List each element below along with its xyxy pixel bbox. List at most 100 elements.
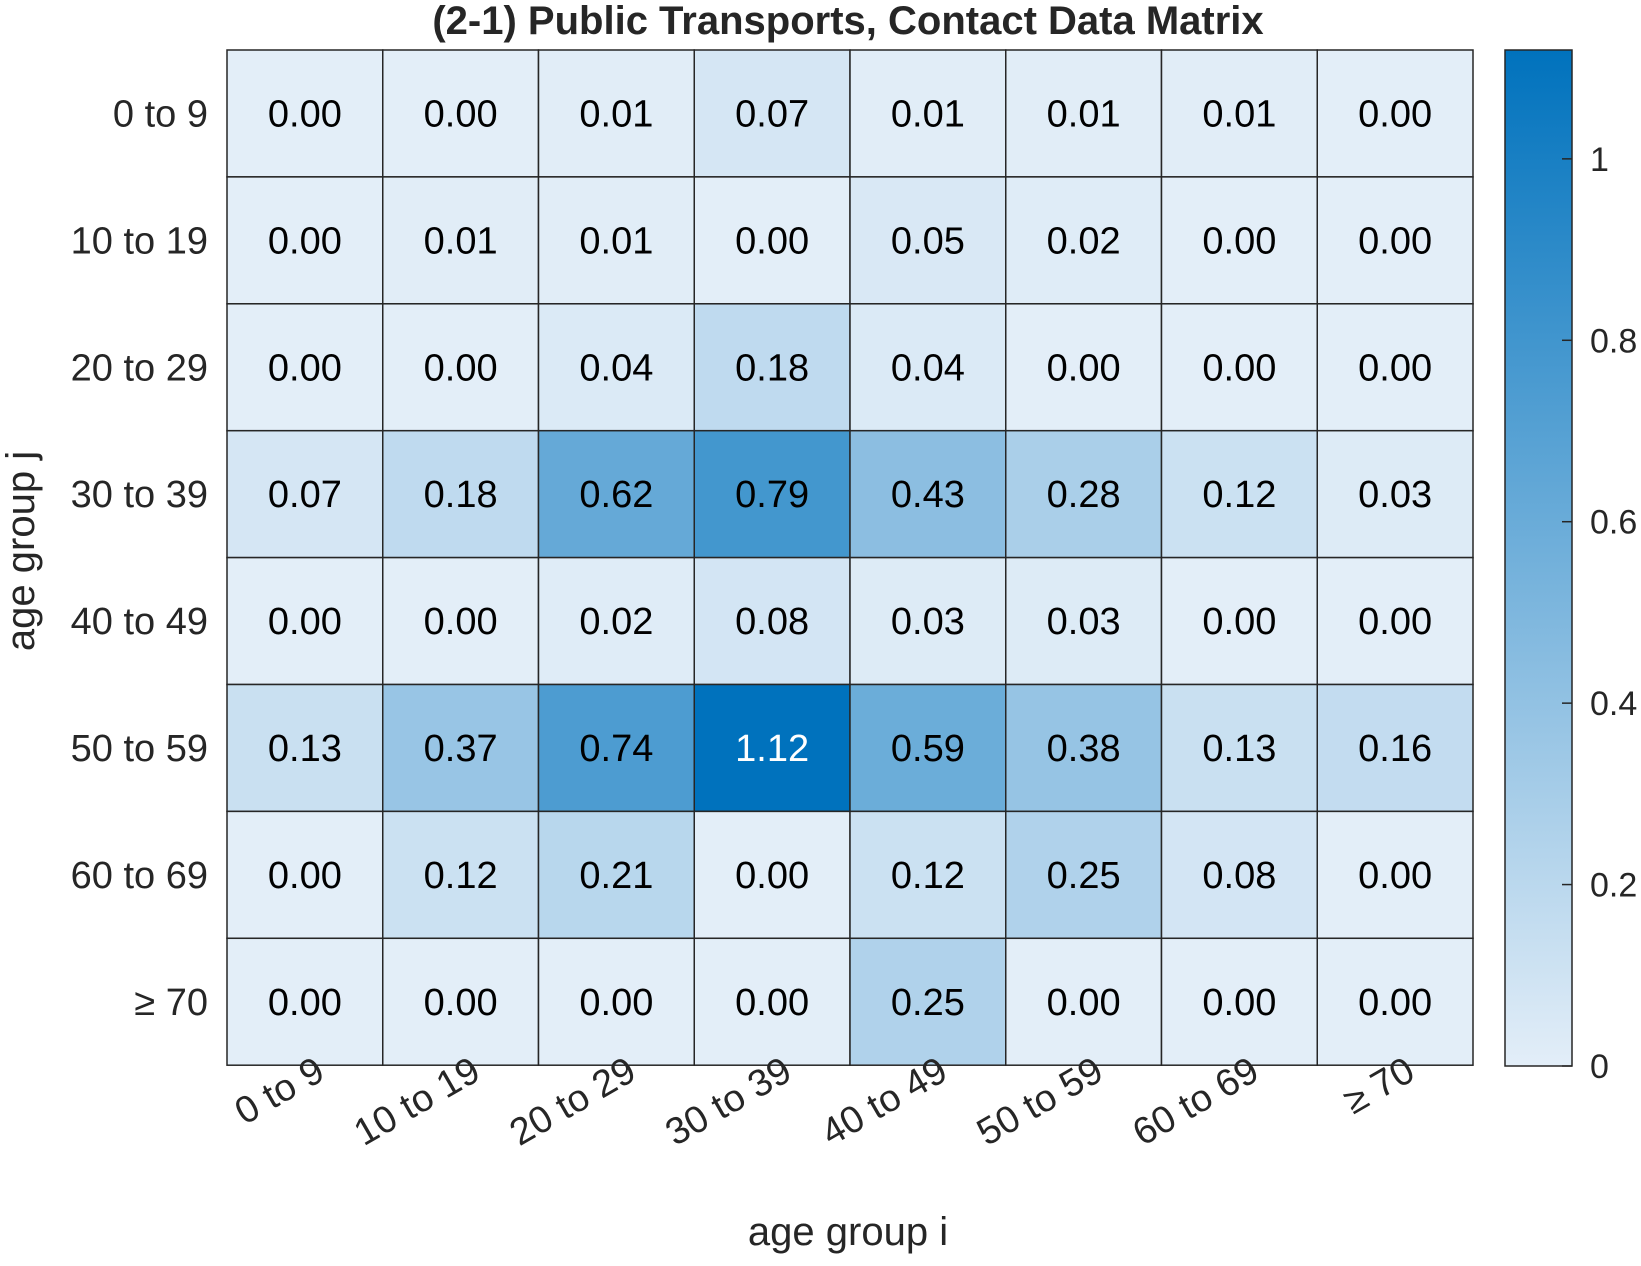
colorbar-tick-label: 0.2 — [1590, 867, 1637, 905]
cell-value-label: 0.03 — [1047, 601, 1121, 643]
cell-value-label: 0.00 — [1358, 93, 1432, 135]
heatmap-cell — [1316, 303, 1474, 432]
heatmap-cell — [1160, 303, 1318, 432]
colorbar-tick-label: 0.8 — [1590, 322, 1637, 360]
cell-value-label: 0.00 — [1047, 347, 1121, 389]
cell-value-label: 0.12 — [1202, 474, 1276, 516]
heatmap-cell — [693, 176, 851, 305]
cell-value-label: 0.05 — [891, 220, 965, 262]
heatmap-cell — [693, 49, 851, 178]
cell-value-label: 0.25 — [891, 982, 965, 1024]
heatmap-cell — [693, 937, 851, 1066]
cell-value-label: 0.13 — [268, 728, 342, 770]
cell-value-label: 0.16 — [1358, 728, 1432, 770]
cell-value-label: 0.00 — [1358, 855, 1432, 897]
cell-value-label: 0.00 — [1358, 220, 1432, 262]
y-tick-label: 10 to 19 — [71, 220, 208, 262]
cell-value-label: 0.04 — [579, 347, 653, 389]
heatmap-cell — [1316, 556, 1474, 686]
y-tick-label: 50 to 59 — [71, 728, 208, 770]
cell-value-label: 1.12 — [735, 728, 809, 770]
cell-value-label: 0.00 — [735, 982, 809, 1024]
cell-value-label: 0.00 — [424, 982, 498, 1024]
y-tick-label: 30 to 39 — [71, 474, 208, 516]
heatmap-cell — [849, 683, 1007, 813]
cell-value-label: 0.28 — [1047, 474, 1121, 516]
y-tick-label: 60 to 69 — [71, 855, 208, 897]
heatmap-cell — [226, 810, 384, 940]
cell-value-label: 0.12 — [891, 855, 965, 897]
cell-value-label: 0.02 — [1047, 220, 1121, 262]
heatmap-cell — [1160, 176, 1318, 305]
heatmap-cell-labels: 0.00 0.00 0.01 0.07 0.01 0.01 0.01 0.00 0.00 0.01… — [268, 93, 1432, 1023]
heatmap-cell — [849, 429, 1007, 559]
y-tick-label: 40 to 49 — [71, 601, 208, 643]
heatmap-cell — [693, 429, 851, 559]
cell-value-label: 0.00 — [1202, 220, 1276, 262]
heatmap-cells — [226, 49, 1474, 1066]
cell-value-label: 0.00 — [1358, 347, 1432, 389]
cell-value-label: 0.00 — [735, 220, 809, 262]
cell-value-label: 0.00 — [1358, 982, 1432, 1024]
heatmap-cell — [226, 303, 384, 432]
y-tick-label: 0 to 9 — [113, 93, 208, 135]
heatmap-cell — [382, 303, 540, 432]
cell-value-label: 0.00 — [1047, 982, 1121, 1024]
heatmap-cell — [849, 937, 1007, 1066]
cell-value-label: 0.00 — [1202, 347, 1276, 389]
colorbar-tick-label: 0 — [1590, 1048, 1609, 1086]
cell-value-label: 0.79 — [735, 474, 809, 516]
heatmap-cell — [1160, 556, 1318, 686]
cell-value-label: 0.03 — [1358, 474, 1432, 516]
heatmap-cell — [693, 303, 851, 432]
cell-value-label: 0.01 — [579, 220, 653, 262]
cell-value-label: 0.04 — [891, 347, 965, 389]
heatmap-cell — [1005, 49, 1163, 178]
heatmap-cell — [382, 176, 540, 305]
cell-value-label: 0.00 — [1202, 982, 1276, 1024]
cell-value-label: 0.62 — [579, 474, 653, 516]
cell-value-label: 0.12 — [424, 855, 498, 897]
heatmap-cell — [849, 49, 1007, 178]
cell-value-label: 0.00 — [735, 855, 809, 897]
heatmap-cell — [1160, 810, 1318, 940]
cell-value-label: 0.00 — [424, 347, 498, 389]
heatmap-cell — [226, 429, 384, 559]
heatmap-cell — [1005, 810, 1163, 940]
cell-value-label: 0.43 — [891, 474, 965, 516]
cell-value-label: 0.00 — [1358, 601, 1432, 643]
colorbar-tick-label: 0.4 — [1590, 685, 1637, 723]
cell-value-label: 0.07 — [268, 474, 342, 516]
heatmap-cell — [226, 937, 384, 1066]
heatmap-cell — [226, 49, 384, 178]
heatmap-cell — [537, 303, 695, 432]
heatmap-cell — [537, 556, 695, 686]
cell-value-label: 0.03 — [891, 601, 965, 643]
heatmap-cell — [1316, 49, 1474, 178]
colorbar-tick-label: 0.6 — [1590, 504, 1637, 542]
cell-value-label: 0.37 — [424, 728, 498, 770]
heatmap-cell — [382, 937, 540, 1066]
cell-value-label: 0.74 — [579, 728, 653, 770]
heatmap-cell — [849, 176, 1007, 305]
cell-value-label: 0.38 — [1047, 728, 1121, 770]
heatmap-cell — [1316, 810, 1474, 940]
heatmap-cell — [537, 683, 695, 813]
cell-value-label: 0.13 — [1202, 728, 1276, 770]
heatmap-cell — [537, 49, 695, 178]
cell-value-label: 0.00 — [579, 982, 653, 1024]
colorbar-gradient — [1504, 49, 1573, 1067]
cell-value-label: 0.01 — [579, 93, 653, 135]
cell-value-label: 0.01 — [891, 93, 965, 135]
cell-value-label: 0.01 — [424, 220, 498, 262]
cell-value-label: 0.18 — [735, 347, 809, 389]
cell-value-label: 0.07 — [735, 93, 809, 135]
cell-value-label: 0.59 — [891, 728, 965, 770]
heatmap-cell — [382, 683, 540, 813]
heatmap-cell — [537, 937, 695, 1066]
x-axis-label: age group i — [748, 1210, 948, 1254]
cell-value-label: 0.01 — [1047, 93, 1121, 135]
cell-value-label: 0.21 — [579, 855, 653, 897]
